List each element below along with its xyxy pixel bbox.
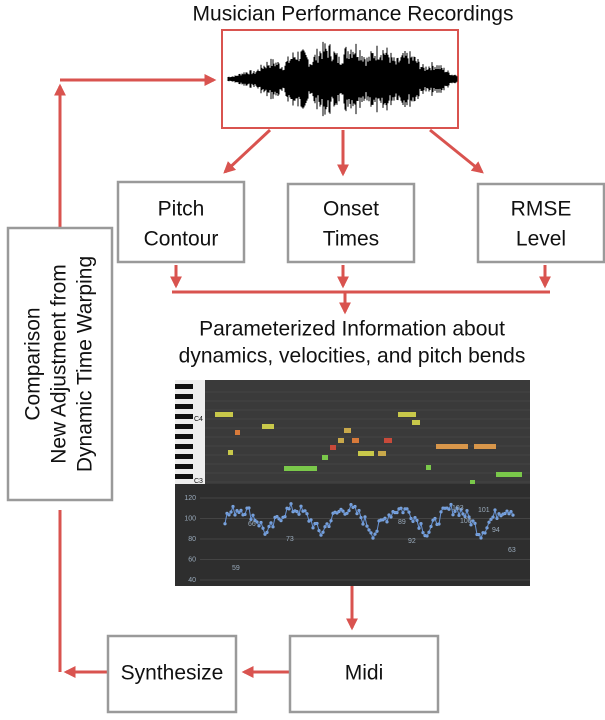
feature-label: Contour [144, 228, 219, 251]
caption: Parameterized Information about [199, 318, 505, 341]
comparison-line: New Adjustment from [48, 264, 71, 464]
black-key [175, 394, 193, 399]
velocity-axis-label: 40 [188, 577, 196, 584]
note [330, 445, 336, 450]
black-key [175, 384, 193, 389]
note [426, 465, 431, 470]
note [384, 438, 392, 443]
key-label: C4 [194, 416, 203, 423]
black-key [175, 414, 193, 419]
note [262, 424, 274, 429]
feature-label: Times [323, 228, 379, 251]
velocity-axis-label: 80 [188, 536, 196, 543]
note [284, 466, 312, 471]
note [338, 438, 344, 443]
velocity-label: 103 [452, 505, 464, 512]
title: Musician Performance Recordings [193, 3, 514, 26]
black-key [175, 454, 193, 459]
velocity-label: 66 [248, 521, 256, 528]
note [474, 444, 496, 449]
velocity-label: 100 [460, 518, 472, 525]
note [496, 472, 522, 477]
velocity-label: 59 [232, 565, 240, 572]
note [235, 430, 240, 435]
velocity-label: 92 [408, 538, 416, 545]
feature-label: Pitch [158, 198, 205, 221]
black-key [175, 434, 193, 439]
velocity-axis-label: 120 [184, 495, 196, 502]
note [344, 428, 351, 433]
velocity-label: 73 [286, 536, 294, 543]
comparison-line: Dynamic Time Warping [74, 256, 97, 472]
note [398, 412, 416, 417]
black-key [175, 424, 193, 429]
note [312, 466, 317, 471]
feature-label: Onset [323, 198, 379, 221]
note [378, 451, 386, 456]
comparison-line: Comparison [22, 307, 45, 420]
velocity-label: 94 [492, 527, 500, 534]
note [322, 455, 328, 460]
note [412, 420, 420, 425]
note [215, 412, 233, 417]
black-key [175, 474, 193, 479]
velocity-label: 63 [508, 547, 516, 554]
note [436, 444, 468, 449]
note [358, 451, 374, 456]
midi-label: Midi [345, 662, 384, 685]
note [352, 438, 359, 443]
feature-label: Level [516, 228, 566, 251]
note [228, 450, 233, 455]
velocity-label: 101 [478, 507, 490, 514]
diagram: Musician Performance Recordings Pitch Co… [0, 0, 605, 715]
caption: dynamics, velocities, and pitch bends [179, 345, 526, 368]
synthesize-label: Synthesize [121, 662, 224, 685]
piano-roll [175, 380, 530, 484]
velocity-axis-label: 100 [184, 515, 196, 522]
feature-label: RMSE [511, 198, 572, 221]
black-key [175, 464, 193, 469]
velocity-axis-label: 60 [188, 556, 196, 563]
velocity-label: 89 [398, 519, 406, 526]
key-label: C3 [194, 478, 203, 485]
black-key [175, 404, 193, 409]
black-key [175, 444, 193, 449]
